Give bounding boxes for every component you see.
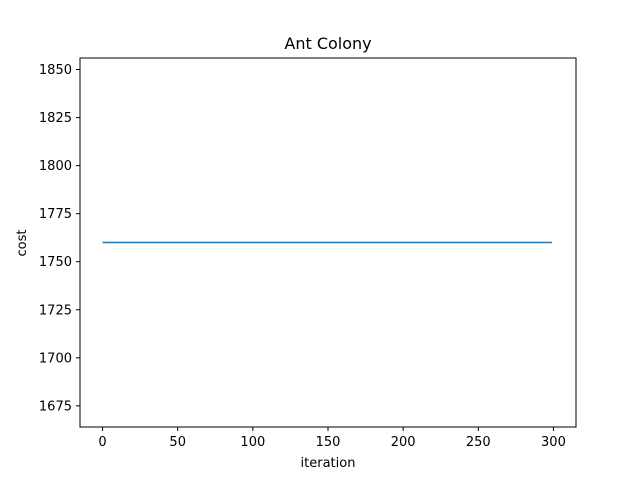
x-tick-label: 0	[98, 435, 106, 450]
y-tick-label: 1825	[39, 111, 72, 126]
y-tick-label: 1800	[39, 159, 72, 174]
y-axis-ticks: 1675 1700 1725 1750 1775 1800 1825 1850	[39, 63, 80, 414]
y-tick-label: 1775	[39, 207, 72, 222]
y-tick-label: 1850	[39, 63, 72, 78]
x-tick-label: 100	[240, 435, 265, 450]
y-tick-label: 1725	[39, 303, 72, 318]
y-tick-label: 1750	[39, 255, 72, 270]
chart-title: Ant Colony	[284, 34, 371, 53]
y-tick-label: 1675	[39, 399, 72, 414]
x-axis-label: iteration	[301, 456, 356, 471]
x-tick-label: 150	[316, 435, 341, 450]
x-tick-label: 50	[169, 435, 186, 450]
y-tick-label: 1700	[39, 351, 72, 366]
x-tick-label: 300	[541, 435, 566, 450]
y-axis-label: cost	[15, 230, 30, 257]
plot-frame	[79, 57, 577, 428]
x-tick-label: 200	[391, 435, 416, 450]
x-tick-label: 250	[466, 435, 491, 450]
x-axis-ticks: 0 50 100 150 200 250 300	[98, 427, 566, 450]
